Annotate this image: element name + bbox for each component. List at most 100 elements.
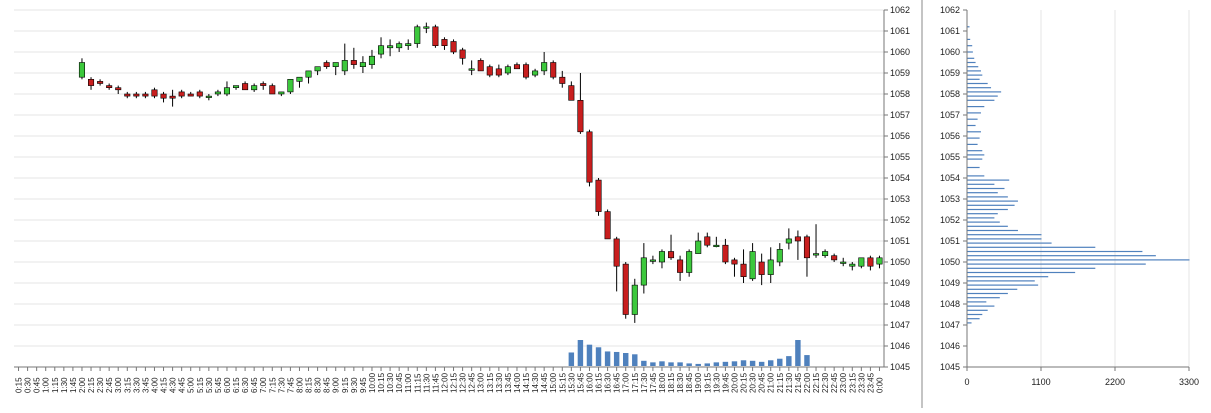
time-tick-label: 18:00	[658, 372, 667, 393]
candle-body-down	[196, 91, 203, 97]
time-tick-label: 11:15	[413, 373, 422, 393]
time-tick-label: 10:45	[395, 372, 404, 393]
candle-body-up	[876, 257, 883, 265]
profile-bar	[967, 38, 971, 40]
candle-body-up	[305, 70, 312, 78]
candle-body-down	[604, 211, 611, 240]
volume-bar	[568, 352, 575, 366]
volume-bar	[695, 363, 701, 366]
time-tick-label: 13:00	[477, 372, 486, 393]
candle-body-up	[749, 251, 756, 280]
profile-bar	[967, 221, 1000, 223]
time-tick-label: 19:30	[712, 372, 721, 393]
time-tick-label: 23:45	[866, 372, 875, 393]
candle-body-down	[803, 236, 810, 259]
profile-bar	[967, 143, 978, 145]
profile-y-tick-label: 1062	[940, 5, 960, 15]
candle-body-down	[323, 62, 330, 67]
time-tick-label: 9:00	[332, 377, 341, 393]
profile-y-tick-label: 1054	[940, 173, 960, 183]
time-tick-label: 0:15	[15, 377, 24, 393]
profile-bar	[967, 255, 1156, 257]
price-tick-label: 1047	[890, 320, 910, 330]
volume-bar	[623, 353, 629, 366]
candle-body-up	[631, 284, 638, 315]
profile-bar	[967, 154, 985, 156]
time-tick-label: 6:45	[250, 377, 259, 393]
time-tick-label: 22:15	[812, 372, 821, 393]
profile-bar	[967, 45, 973, 47]
time-tick-label: 4:15	[160, 377, 169, 393]
profile-bar	[967, 322, 972, 324]
candle-body-down	[106, 85, 113, 88]
time-tick-label: 10:00	[368, 372, 377, 393]
candle-body-down	[260, 83, 267, 86]
profile-bar	[967, 246, 1096, 248]
candle-body-up	[532, 70, 539, 76]
profile-bar	[967, 61, 976, 64]
candle-body-down	[668, 251, 675, 259]
candle-body-up	[658, 251, 665, 263]
profile-bar	[967, 91, 1002, 93]
time-tick-label: 19:15	[703, 372, 712, 393]
candle-body-down	[441, 39, 448, 47]
profile-bar	[967, 137, 980, 139]
time-tick-label: 3:15	[123, 377, 132, 393]
candle-body-down	[568, 85, 575, 101]
candle-body-down	[142, 93, 149, 97]
time-tick-label: 1:45	[69, 377, 78, 393]
price-tick-label: 1049	[890, 278, 910, 288]
volume-bar	[586, 344, 593, 366]
price-tick-label: 1053	[890, 194, 910, 204]
candle-body-up	[840, 261, 847, 264]
time-tick-label: 10:15	[377, 372, 386, 393]
candle-body-up	[822, 251, 829, 256]
candle-body-down	[450, 41, 457, 53]
time-tick-label: 12:00	[440, 372, 449, 393]
candle-body-up	[405, 43, 412, 46]
candle-body-down	[867, 257, 874, 267]
time-tick-label: 12:30	[459, 372, 468, 393]
time-tick-label: 0:45	[33, 377, 42, 393]
profile-y-tick-label: 1060	[940, 47, 960, 57]
price-tick-label: 1058	[890, 89, 910, 99]
time-tick-label: 14:15	[522, 372, 531, 393]
volume-bar	[713, 362, 720, 366]
profile-y-tick-label: 1051	[940, 236, 960, 246]
profile-y-tick-label: 1046	[940, 341, 960, 351]
time-tick-label: 5:30	[205, 377, 214, 393]
profile-bar	[967, 271, 1076, 274]
price-tick-label: 1051	[890, 236, 910, 246]
time-tick-label: 4:00	[150, 377, 159, 393]
time-tick-label: 18:15	[667, 372, 676, 393]
candle-body-down	[595, 179, 602, 212]
candle-body-up	[287, 79, 294, 93]
profile-bar	[967, 234, 1042, 236]
time-tick-label: 1:00	[42, 377, 51, 393]
candle-body-down	[187, 93, 194, 97]
candle-body-up	[649, 259, 656, 262]
profile-bar	[967, 309, 988, 311]
time-tick-label: 21:30	[785, 372, 794, 393]
candle-body-down	[758, 261, 765, 275]
profile-bar	[967, 150, 983, 152]
time-tick-label: 21:15	[776, 372, 785, 393]
profile-bar	[967, 297, 1000, 299]
candle-body-up	[858, 257, 865, 267]
profile-bar	[967, 276, 1049, 278]
profile-bar	[967, 51, 973, 53]
volume-bar	[577, 340, 584, 366]
candle-body-down	[178, 91, 185, 97]
profile-bar	[967, 26, 970, 28]
candle-body-down	[242, 83, 249, 91]
price-tick-label: 1055	[890, 152, 910, 162]
volume-bar	[768, 360, 774, 366]
profile-bar	[967, 179, 1010, 181]
profile-bar	[967, 204, 1015, 206]
profile-bar	[967, 318, 980, 320]
profile-x-tick-label: 0	[964, 377, 969, 387]
profile-y-tick-label: 1048	[940, 299, 960, 309]
profile-bar	[967, 87, 992, 89]
